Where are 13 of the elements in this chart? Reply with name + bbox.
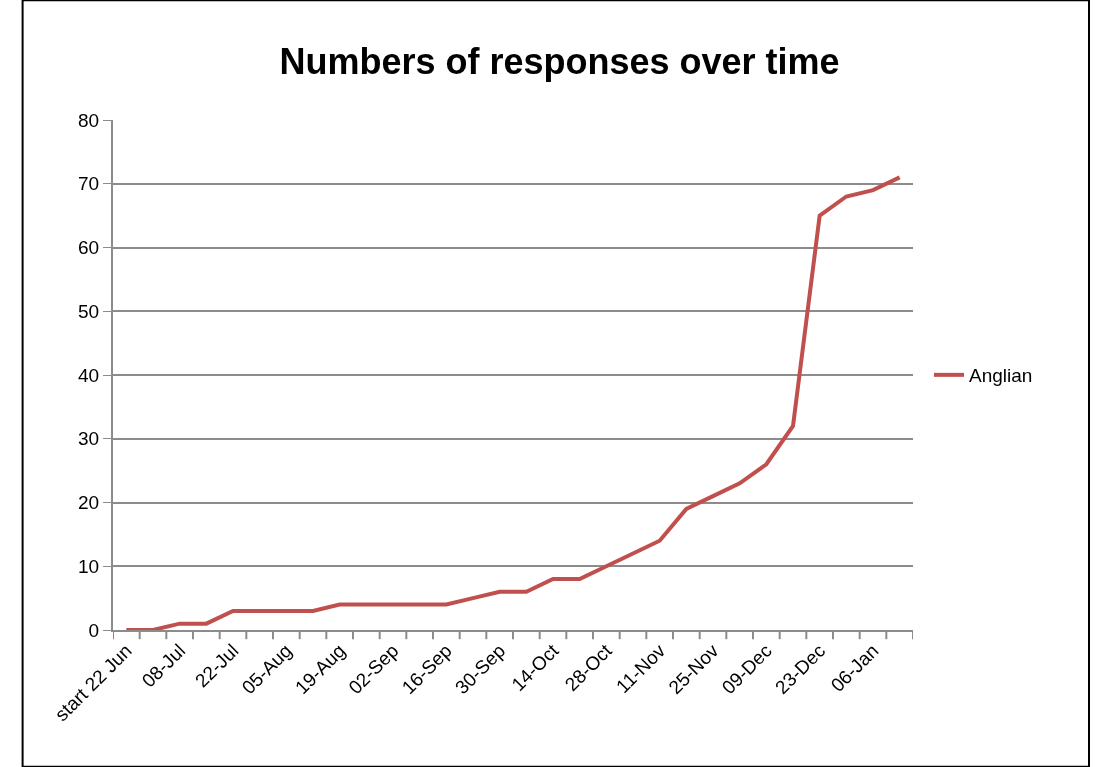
y-tick-label: 40 — [78, 364, 100, 386]
y-tick-label: 80 — [78, 109, 100, 131]
y-tick-label: 0 — [88, 619, 100, 641]
y-tick-label: 10 — [78, 555, 100, 577]
line-series — [124, 175, 902, 630]
y-tick-label: 30 — [78, 428, 100, 450]
legend-label: Anglian — [969, 365, 1033, 387]
y-tick-label: 70 — [78, 173, 100, 195]
y-tick-label: 50 — [78, 300, 100, 322]
y-tick-label: 20 — [78, 492, 100, 514]
chart-title: Numbers of responses over time — [279, 40, 840, 82]
x-tick-label: start 22 Jun — [50, 640, 136, 726]
y-tick-label: 60 — [78, 237, 100, 259]
